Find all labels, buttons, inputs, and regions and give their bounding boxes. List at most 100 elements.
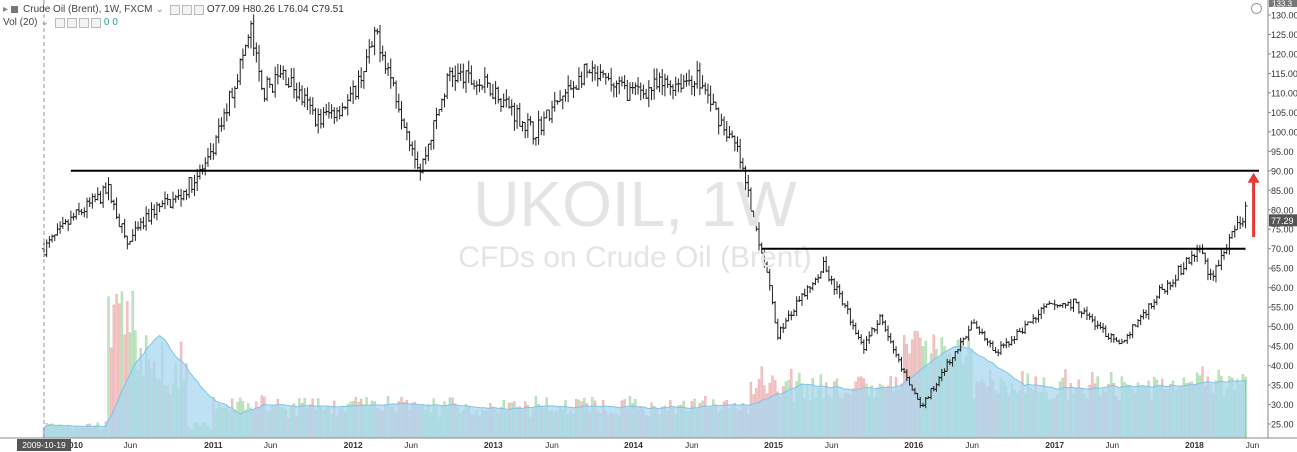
ohlc-bar [652, 68, 657, 100]
time-tick-label: Jun [825, 440, 839, 450]
ohlc-bar [1017, 328, 1022, 333]
ohlc-bar [501, 93, 506, 108]
ohlc-bar [181, 190, 186, 201]
chart-legend: ▸ Crude Oil (Brent), 1W, FXCM ⌄ O77.09 H… [3, 3, 344, 29]
ohlc-bar [593, 64, 598, 81]
ohlc-bar [662, 73, 667, 97]
ohlc-bar [262, 87, 267, 102]
ohlc-bar [278, 64, 283, 78]
ohlc-bar [426, 143, 431, 161]
ohlc-bar [149, 202, 154, 225]
price-tick-label: 105.00 [1271, 108, 1297, 118]
ohlc-bar [826, 265, 831, 282]
ohlc-bar [705, 83, 710, 104]
ohlc-bar [980, 328, 985, 335]
volume-close-icon[interactable] [78, 17, 89, 28]
dropdown-icon[interactable]: ⌄ [155, 4, 164, 15]
ohlc-bar [1238, 216, 1243, 229]
ohlc-bar [813, 277, 818, 286]
collapse-icon[interactable]: ▸ [3, 4, 9, 15]
ohlc-bar [1009, 335, 1014, 346]
volume-dropdown-icon[interactable]: ⌄ [40, 17, 49, 28]
ohlc-bar [240, 48, 245, 69]
ohlc-bar [886, 325, 891, 341]
ohlc-bar [1203, 252, 1208, 265]
scale-settings-icon[interactable] [1251, 3, 1262, 14]
ohlc-bar [157, 203, 162, 213]
ohlc-bar [584, 63, 589, 78]
ohlc-bar [197, 164, 202, 180]
ohlc-bar [259, 69, 264, 91]
settings-icon[interactable] [181, 4, 192, 15]
ohlc-bar [340, 102, 345, 117]
ohlc-bar [547, 109, 552, 122]
ohlc-bar [837, 284, 842, 299]
volume-bar [107, 296, 110, 439]
ohlc-bar [861, 339, 866, 354]
ohlc-bar [735, 136, 740, 152]
ohlc-bar [859, 334, 864, 345]
ohlc-bar [243, 44, 248, 56]
ohlc-bar [138, 218, 143, 231]
ohlc-bar [313, 107, 318, 127]
close-icon[interactable] [193, 4, 204, 15]
volume-settings-icon[interactable] [66, 17, 77, 28]
ohlc-bar [472, 79, 477, 90]
price-tick-label: 90.00 [1271, 166, 1294, 176]
ohlc-bar [498, 98, 503, 112]
ohlc-bar [1195, 244, 1200, 262]
ohlc-bar [152, 204, 157, 219]
ohlc-bar [192, 174, 197, 197]
ohlc-bar [891, 340, 896, 354]
price-bars-layer [42, 14, 1248, 409]
watermark: UKOIL, 1W CFDs on Crude Oil (Brent) [458, 168, 811, 274]
annotation-layer[interactable] [70, 169, 1260, 250]
ohlc-bar [770, 285, 775, 305]
ohlc-bar [969, 320, 974, 331]
ohlc-bar [101, 185, 106, 208]
ohlc-bar [367, 39, 372, 64]
ohlc-bar [337, 105, 342, 120]
ohlc-bar [332, 107, 337, 125]
time-tick-label: 2012 [344, 440, 363, 450]
ohlc-bar [1222, 250, 1227, 260]
ohlc-bar [536, 110, 541, 145]
ohlc-bar [66, 219, 71, 232]
volume-more-icon[interactable] [90, 17, 101, 28]
ohlc-bar [872, 328, 877, 333]
ohlc-bar [676, 78, 681, 93]
ohlc-bar [275, 63, 280, 85]
ohlc-bar [187, 176, 192, 199]
symbol-title[interactable]: Crude Oil (Brent), 1W, FXCM [23, 4, 153, 15]
ohlc-bar [512, 102, 517, 131]
ohlc-bar [504, 89, 509, 108]
ohlc-bar [222, 108, 227, 130]
ohlc-bar [1090, 313, 1095, 323]
ohlc-bar [485, 73, 490, 88]
ohlc-bar [679, 73, 684, 93]
ohlc-bar [464, 70, 469, 93]
ohlc-bar [76, 202, 81, 216]
price-axis[interactable]: 130.00 125.00 120.00 115.00 110.00 105.00 100.… [1267, 0, 1297, 438]
ohlc-bar [579, 71, 584, 88]
ohlc-bar [533, 137, 538, 146]
ohlc-bar [351, 80, 356, 105]
volume-eye-icon[interactable] [54, 17, 65, 28]
price-tick-label: 110.00 [1271, 88, 1297, 98]
ohlc-bar [469, 65, 474, 85]
ohlc-bar [896, 353, 901, 363]
price-axis-top-badge [1269, 0, 1297, 7]
price-tick-label: 45.00 [1271, 342, 1294, 352]
ohlc-bar [730, 130, 735, 139]
ohlc-bar [649, 87, 654, 101]
ohlc-bar [361, 71, 366, 89]
volume-label[interactable]: Vol (20) [3, 17, 38, 28]
ohlc-bar [1149, 302, 1154, 309]
ohlc-bar [380, 45, 385, 61]
ohlc-bar [168, 198, 173, 209]
eye-icon[interactable] [169, 4, 180, 15]
ohlc-bar [727, 126, 732, 139]
ohlc-bar [162, 191, 167, 209]
